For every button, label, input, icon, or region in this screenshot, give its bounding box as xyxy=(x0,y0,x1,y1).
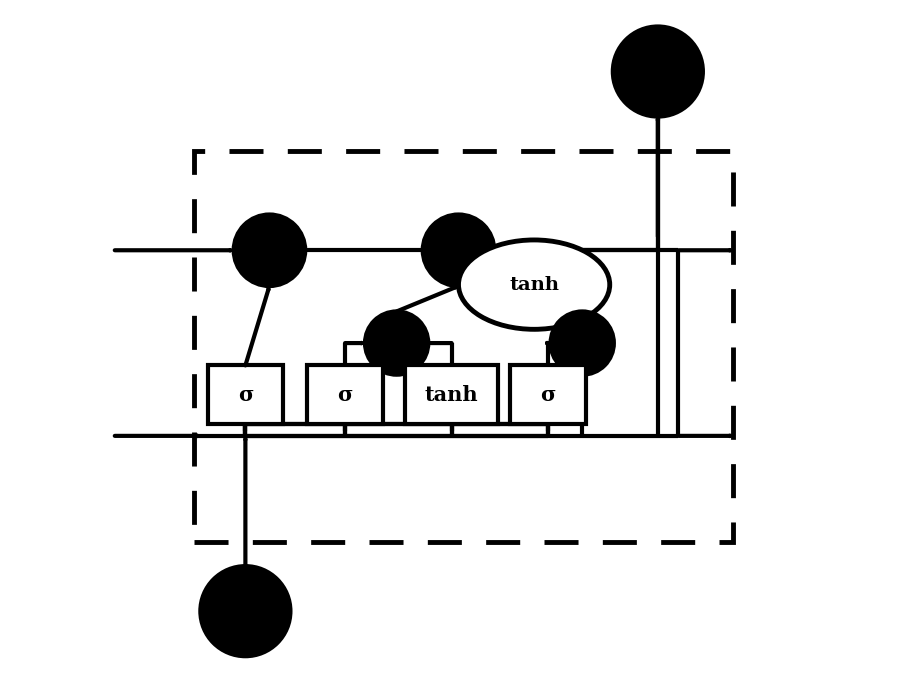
Circle shape xyxy=(365,311,428,375)
Text: X: X xyxy=(573,332,591,354)
Text: +: + xyxy=(448,238,469,262)
Text: $h_t$: $h_t$ xyxy=(646,60,669,83)
Text: X: X xyxy=(260,238,279,262)
Text: tanh: tanh xyxy=(425,385,479,405)
Circle shape xyxy=(613,27,702,116)
Circle shape xyxy=(234,215,305,286)
Circle shape xyxy=(201,566,290,656)
Text: X: X xyxy=(388,332,405,354)
Circle shape xyxy=(423,215,494,286)
Bar xyxy=(207,365,283,424)
Text: σ: σ xyxy=(337,385,353,405)
Text: σ: σ xyxy=(238,385,253,405)
Bar xyxy=(405,365,498,424)
Ellipse shape xyxy=(458,240,610,329)
Text: tanh: tanh xyxy=(509,276,559,294)
Bar xyxy=(510,365,586,424)
Text: σ: σ xyxy=(540,385,556,405)
Text: $x_t$: $x_t$ xyxy=(234,600,257,622)
Circle shape xyxy=(550,311,613,375)
Bar xyxy=(193,150,734,543)
Bar xyxy=(307,365,383,424)
